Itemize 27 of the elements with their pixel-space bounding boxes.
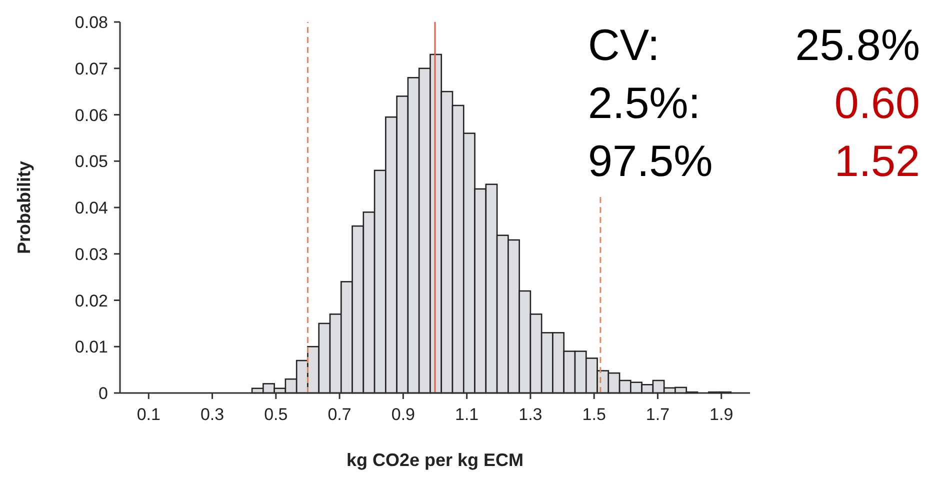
x-axis-title: kg CO2e per kg ECM (346, 450, 524, 470)
y-tick-label: 0.01 (74, 338, 108, 357)
x-tick-label: 0.1 (136, 405, 160, 424)
y-tick-label: 0.07 (74, 59, 108, 78)
y-tick-label: 0.06 (74, 106, 108, 125)
y-tick-label: 0.04 (74, 198, 108, 218)
x-tick-label: 1.5 (582, 405, 606, 424)
annotation: 97.5% (588, 137, 713, 186)
x-tick-label: 1.3 (518, 405, 542, 424)
y-tick-label: 0.08 (74, 13, 108, 32)
y-axis-title: Probability (14, 160, 34, 254)
x-tick-label: 0.7 (328, 405, 352, 424)
x-tick-label: 1.9 (710, 405, 734, 424)
annotation: 2.5%: (588, 79, 701, 128)
text: 25.8% (795, 21, 920, 70)
x-tick-label: 0.5 (264, 405, 288, 424)
x-tick-label: 1.1 (455, 405, 479, 424)
text: 1.52 (834, 137, 920, 186)
text: 0.60 (834, 79, 920, 128)
y-tick-label: 0.03 (74, 244, 108, 264)
x-tick-label: 0.9 (391, 405, 415, 424)
y-tick-label: 0.02 (74, 291, 108, 310)
x-tick-label: 1.7 (646, 405, 670, 424)
x-tick-label: 0.3 (200, 405, 224, 424)
annotation: CV: (588, 21, 660, 70)
y-tick-label: 0 (98, 384, 108, 403)
y-tick-label: 0.05 (74, 152, 108, 172)
